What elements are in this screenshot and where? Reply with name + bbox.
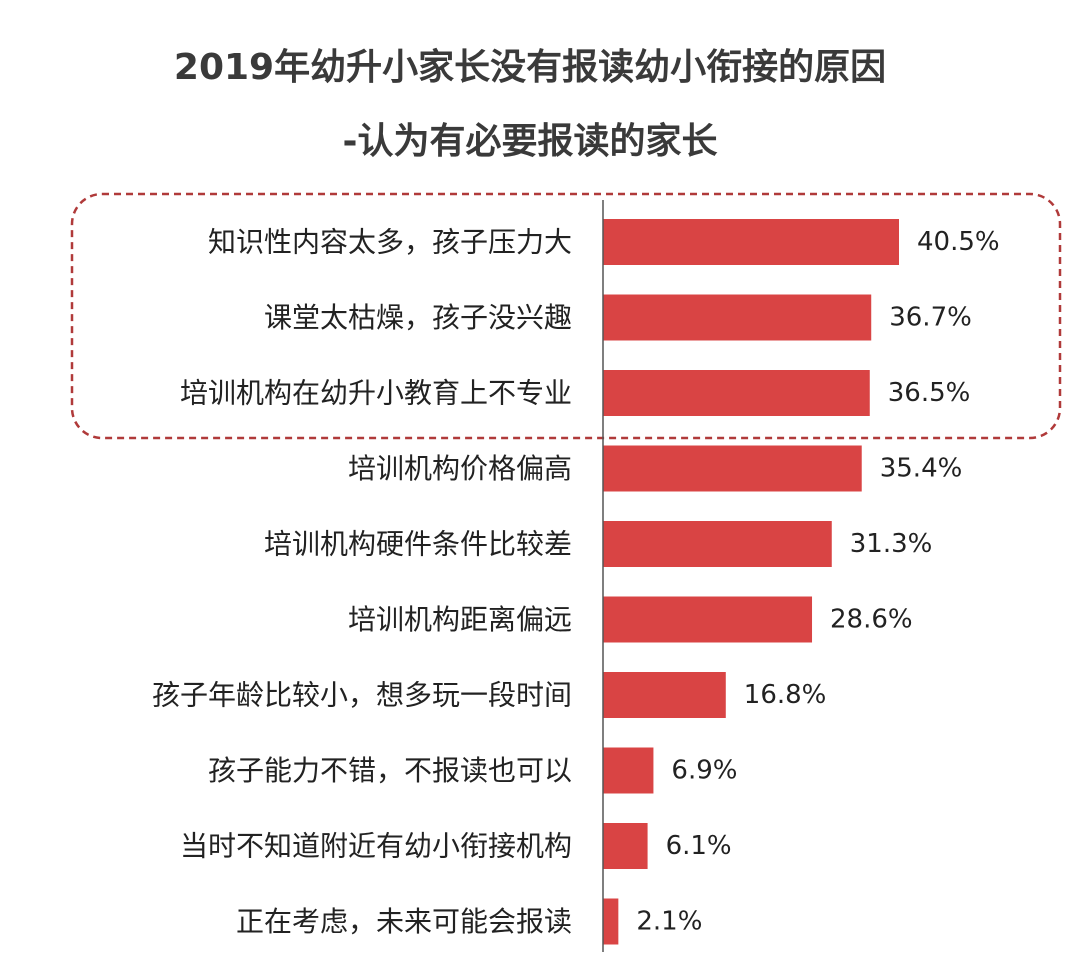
category-label: 培训机构在幼升小教育上不专业 (180, 377, 572, 410)
bar (603, 823, 648, 869)
data-label: 28.6% (830, 605, 913, 635)
category-label: 孩子能力不错，不报读也可以 (208, 754, 572, 787)
data-label: 6.9% (671, 756, 737, 786)
bar (603, 672, 726, 718)
category-label: 培训机构硬件条件比较差 (264, 528, 572, 561)
data-label: 6.1% (666, 831, 732, 861)
bar (603, 219, 899, 265)
bar (603, 596, 813, 643)
category-label: 正在考虑，未来可能会报读 (236, 905, 572, 938)
data-label: 31.3% (850, 529, 933, 559)
category-label: 课堂太枯燥，孩子没兴趣 (264, 301, 572, 334)
category-label: 知识性内容太多，孩子压力大 (208, 226, 572, 259)
chart-title: 2019年幼升小家长没有报读幼小衔接的原因 (173, 47, 887, 88)
highlight-box (70, 192, 1062, 440)
category-label: 当时不知道附近有幼小衔接机构 (180, 830, 572, 863)
data-label: 35.4% (880, 454, 963, 484)
data-label: 2.1% (636, 907, 702, 937)
bar (603, 294, 872, 341)
data-label: 16.8% (744, 680, 827, 710)
category-label: 培训机构价格偏高 (348, 452, 572, 485)
data-label: 36.5% (888, 378, 971, 408)
chart-subtitle: -认为有必要报读的家长 (342, 121, 718, 162)
bar (603, 445, 862, 492)
bar (603, 747, 654, 794)
bar (603, 521, 832, 567)
bar (603, 370, 870, 416)
category-label: 培训机构距离偏远 (348, 603, 572, 636)
category-label: 孩子年龄比较小，想多玩一段时间 (152, 679, 572, 712)
data-label: 40.5% (917, 227, 1000, 257)
bar (603, 898, 619, 945)
data-label: 36.7% (889, 303, 972, 333)
